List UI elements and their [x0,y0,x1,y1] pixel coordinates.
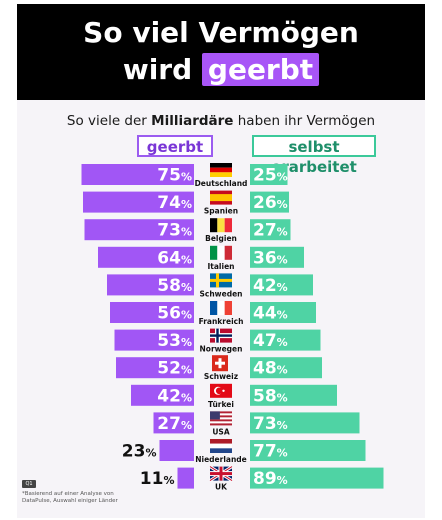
country-label-t-rkei: Türkei [208,400,234,409]
country-label-italien: Italien [207,262,234,271]
infographic-frame: So viel Vermögen wird geerbt So viele de… [17,4,425,518]
label-inherited-niederlande: 23% [122,442,157,462]
legend-inherited: geerbt [137,135,213,157]
bar-inherited-usa [153,412,194,434]
title-highlight: geerbt [201,53,320,86]
label-inherited-usa: 27% [157,414,192,434]
label-self-made-norwegen: 47% [253,331,288,351]
be-flag-icon [210,218,232,233]
country-label-uk: UK [215,483,228,492]
title-line-1: So viel Vermögen [83,16,359,49]
bar-self-made-frankreich [250,302,316,323]
ch-flag-icon [212,355,228,372]
label-inherited-t-rkei: 42% [157,386,192,406]
it-flag-icon [210,245,232,260]
country-label-deutschland: Deutschland [195,179,248,188]
country-label-schweden: Schweden [200,289,243,298]
footnote: *Basierend auf einer Analyse von DataPul… [22,491,118,504]
label-self-made-italien: 36% [253,248,288,268]
label-inherited-schweiz: 52% [157,359,192,379]
legend-self-made: selbst erarbeitet [252,135,376,176]
bar-self-made-t-rkei [250,384,337,406]
subtitle: So viele der Milliardäre haben ihr Vermö… [17,113,425,129]
bar-inherited-niederlande [159,440,194,461]
bar-inherited-belgien [84,219,194,241]
country-label-belgien: Belgien [205,234,237,243]
title-line-2: wird geerbt [17,53,425,87]
subtitle-pre: So viele der [66,113,152,129]
bar-self-made-norwegen [250,329,321,351]
se-flag-icon [210,273,232,288]
bar-self-made-schweden [250,274,313,296]
title-line-2-prefix: wird [122,53,193,86]
us-flag-icon [210,411,232,426]
bar-inherited-schweden [107,274,194,296]
bar-inherited-uk [177,467,194,489]
label-self-made-schweiz: 48% [253,359,288,379]
bar-inherited-spanien [83,191,194,213]
label-self-made-schweden: 42% [253,276,288,296]
bar-inherited-deutschland [81,164,194,185]
country-label-usa: USA [212,427,229,436]
es-flag-icon [210,190,232,205]
label-inherited-uk: 11% [140,469,175,489]
no-flag-icon [210,328,232,343]
bar-self-made-uk [250,467,384,489]
title-header: So viel Vermögen wird geerbt [17,4,425,100]
country-label-schweiz: Schweiz [204,372,238,381]
label-self-made-t-rkei: 58% [253,386,288,406]
de-flag-icon [210,163,232,177]
label-self-made-niederlande: 77% [253,442,288,462]
label-self-made-deutschland: 25% [253,166,288,186]
bar-self-made-spanien [250,191,289,213]
bar-self-made-belgien [250,219,291,241]
bar-inherited-italien [98,246,194,268]
q-badge: Q1 [22,480,36,488]
bar-self-made-deutschland [250,164,288,185]
bar-self-made-usa [250,412,360,434]
country-label-niederlande: Niederlande [195,455,247,464]
bar-self-made-schweiz [250,357,322,379]
label-inherited-belgien: 73% [157,221,192,241]
label-self-made-usa: 73% [253,414,288,434]
label-self-made-frankreich: 44% [253,304,288,324]
label-self-made-uk: 89% [253,469,288,489]
subtitle-post: haben ihr Vermögen [233,113,376,129]
label-inherited-norwegen: 53% [157,331,192,351]
bar-inherited-norwegen [114,329,194,351]
country-label-frankreich: Frankreich [199,317,244,326]
uk-flag-icon [209,465,233,482]
label-inherited-deutschland: 75% [157,166,192,186]
fr-flag-icon [210,301,232,315]
bar-inherited-schweiz [116,357,194,379]
bar-inherited-t-rkei [131,384,194,406]
country-label-norwegen: Norwegen [200,345,243,354]
bar-self-made-niederlande [250,440,366,461]
nl-flag-icon [210,439,232,453]
country-label-spanien: Spanien [204,207,238,216]
label-self-made-spanien: 26% [253,193,288,213]
label-inherited-frankreich: 56% [157,304,192,324]
label-self-made-belgien: 27% [253,221,288,241]
label-inherited-italien: 64% [157,248,192,268]
label-inherited-spanien: 74% [157,193,192,213]
label-inherited-schweden: 58% [157,276,192,296]
bar-inherited-frankreich [110,302,194,323]
subtitle-bold: Milliardäre [151,113,234,129]
bar-self-made-italien [250,246,304,268]
tr-flag-icon [210,383,232,398]
